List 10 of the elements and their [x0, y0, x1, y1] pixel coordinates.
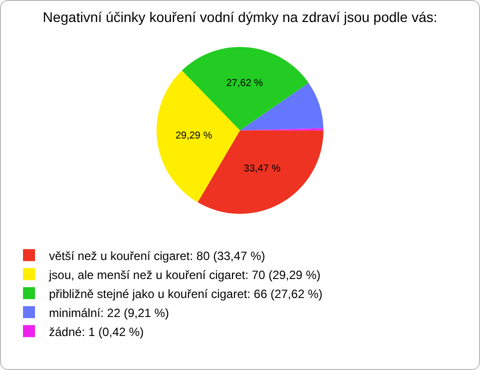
legend-label: přibližně stejné jako u kouření cigaret: 66 (27,62 %): [49, 286, 322, 301]
data-label: 29,29 %: [175, 130, 212, 142]
legend-label: jsou, ale menší než u kouření cigaret: 70 (29,29 %): [48, 268, 320, 282]
data-label: 33,47 %: [244, 164, 281, 175]
chart-title: Negativní účinky kouření vodní dýmky na zdraví jsou podle vás:: [42, 8, 438, 25]
legend-label: větší než u kouření cigaret: 80 (33,47 %): [49, 248, 266, 263]
data-label: 27,62 %: [226, 78, 264, 89]
legend-label: minimální: 22 (9,21 %): [49, 306, 170, 320]
pie-slice: [182, 46, 309, 130]
legend-label: žádné: 1 (0,42 %): [49, 324, 144, 339]
